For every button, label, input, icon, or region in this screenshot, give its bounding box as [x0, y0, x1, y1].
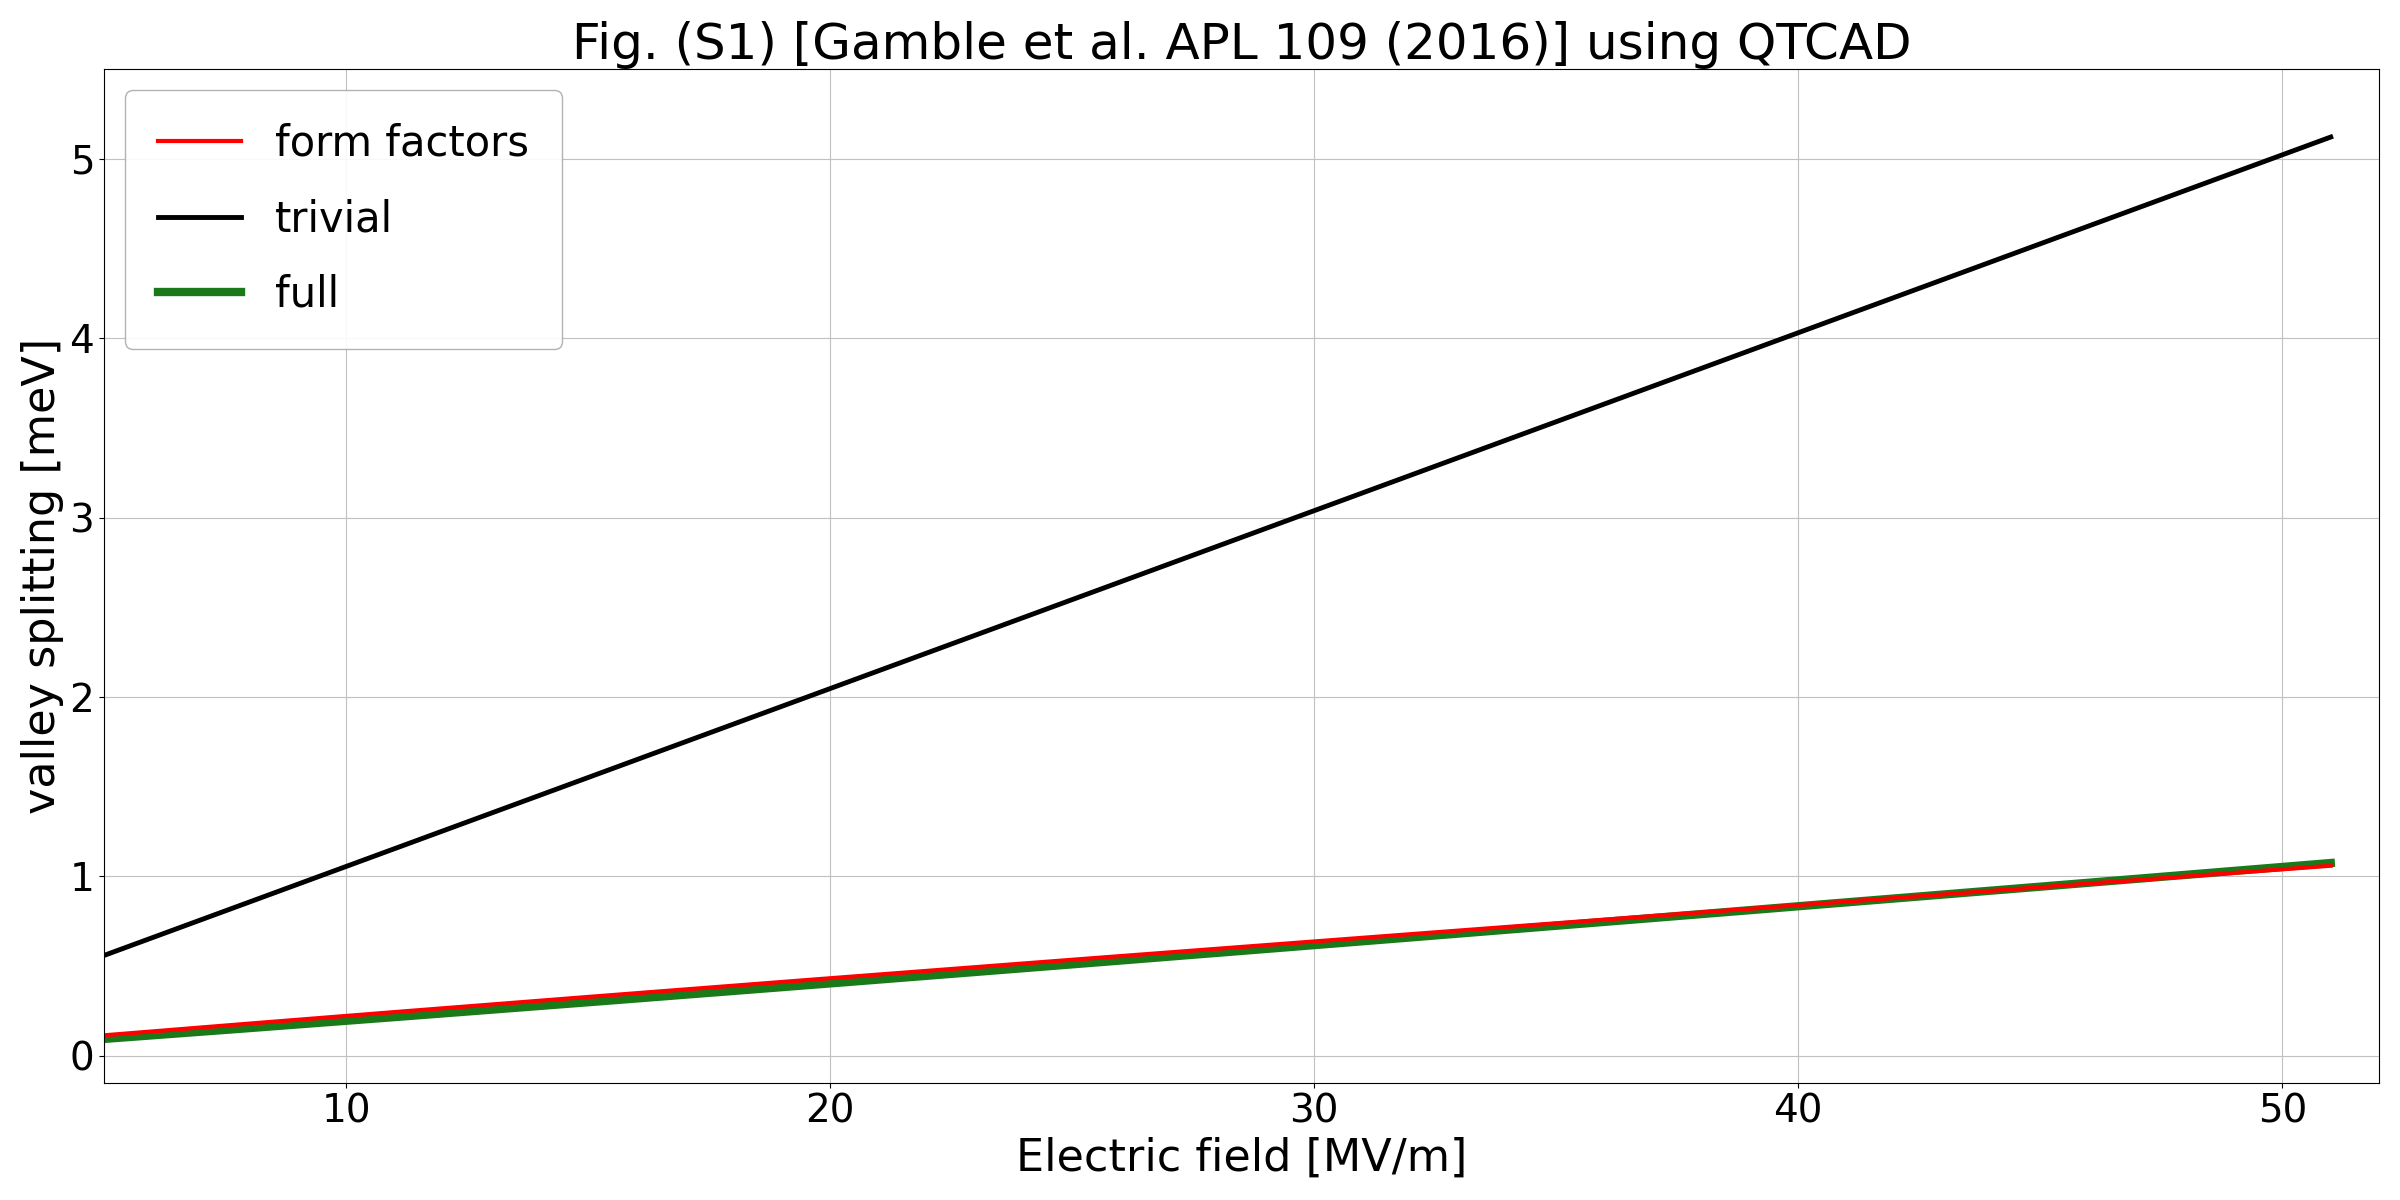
- form factors: [89, 1028, 118, 1043]
- trivial: [89, 948, 118, 962]
- X-axis label: Electric field [MV/m]: Electric field [MV/m]: [1015, 1136, 1466, 1180]
- Line: full: full: [103, 863, 2330, 1039]
- form factors: [1162, 944, 1190, 959]
- full: [2316, 856, 2345, 870]
- full: [1294, 938, 1322, 953]
- Line: trivial: trivial: [103, 137, 2330, 955]
- full: [2263, 860, 2292, 875]
- form factors: [1915, 888, 1944, 902]
- trivial: [1915, 277, 1944, 292]
- Y-axis label: valley splitting [meV]: valley splitting [meV]: [22, 337, 65, 814]
- full: [1915, 888, 1944, 902]
- full: [1416, 929, 1445, 943]
- form factors: [2316, 858, 2345, 872]
- trivial: [1416, 461, 1445, 475]
- form factors: [1147, 946, 1176, 960]
- full: [1147, 950, 1176, 965]
- trivial: [2263, 150, 2292, 164]
- trivial: [1147, 559, 1176, 574]
- form factors: [2263, 863, 2292, 877]
- trivial: [1162, 554, 1190, 569]
- Title: Fig. (S1) [Gamble et al. APL 109 (2016)] using QTCAD: Fig. (S1) [Gamble et al. APL 109 (2016)]…: [571, 20, 1910, 68]
- full: [1162, 949, 1190, 964]
- full: [89, 1032, 118, 1046]
- form factors: [1416, 925, 1445, 940]
- Line: form factors: form factors: [103, 865, 2330, 1036]
- trivial: [2316, 130, 2345, 144]
- trivial: [1294, 505, 1322, 520]
- form factors: [1294, 935, 1322, 949]
- Legend: form factors, trivial, full: form factors, trivial, full: [125, 90, 562, 349]
